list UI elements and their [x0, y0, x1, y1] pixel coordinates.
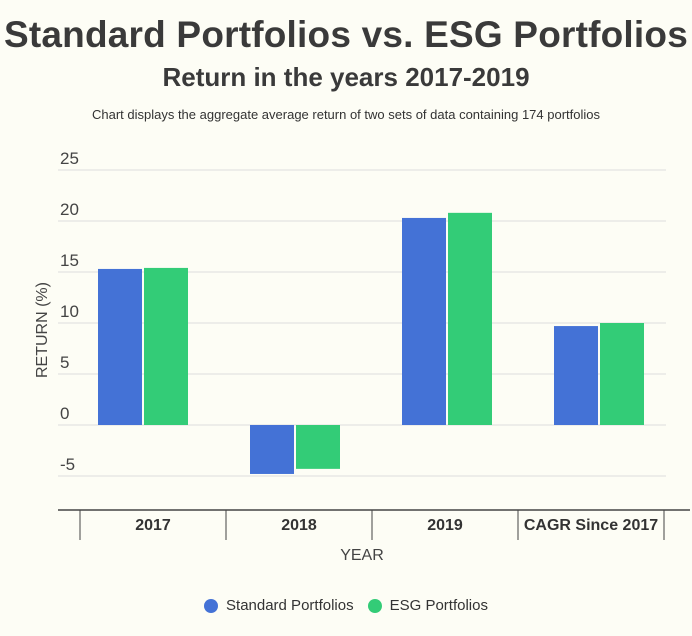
- y-tick-label: 0: [60, 404, 69, 423]
- legend: Standard Portfolios ESG Portfolios: [0, 597, 692, 614]
- x-axis-title: YEAR: [340, 547, 384, 564]
- x-tick-label: 2017: [135, 517, 171, 534]
- y-axis-title: RETURN (%): [34, 282, 51, 378]
- x-tick-label: 2018: [281, 517, 317, 534]
- legend-swatch-standard: [204, 598, 219, 613]
- legend-item-esg[interactable]: ESG Portfolios: [367, 597, 488, 614]
- y-tick-label: 10: [60, 302, 79, 321]
- bar-standard-1: [250, 425, 294, 474]
- bar-standard-3: [554, 326, 598, 425]
- y-tick-label: -5: [60, 455, 75, 474]
- chart-subtitle: Return in the years 2017-2019: [162, 62, 530, 92]
- legend-swatch-esg: [367, 598, 382, 613]
- legend-label-esg: ESG Portfolios: [389, 597, 488, 614]
- bar-esg-1: [296, 425, 340, 469]
- bar-esg-2: [448, 212, 492, 425]
- y-tick-label: 25: [60, 149, 79, 168]
- y-tick-label: 5: [60, 353, 69, 372]
- legend-item-standard[interactable]: Standard Portfolios: [204, 597, 354, 614]
- bar-standard-0: [98, 268, 142, 425]
- x-tick-label: CAGR Since 2017: [524, 517, 658, 534]
- y-tick-label: 20: [60, 200, 79, 219]
- x-tick-label: 2019: [427, 517, 463, 534]
- legend-label-standard: Standard Portfolios: [226, 597, 354, 614]
- y-tick-label: 15: [60, 251, 79, 270]
- bar-esg-3: [600, 323, 644, 425]
- bar-esg-0: [144, 267, 188, 425]
- bar-standard-2: [402, 217, 446, 425]
- chart-title: Standard Portfolios vs. ESG Portfolios: [4, 14, 688, 55]
- chart-note: Chart displays the aggregate average ret…: [91, 107, 601, 122]
